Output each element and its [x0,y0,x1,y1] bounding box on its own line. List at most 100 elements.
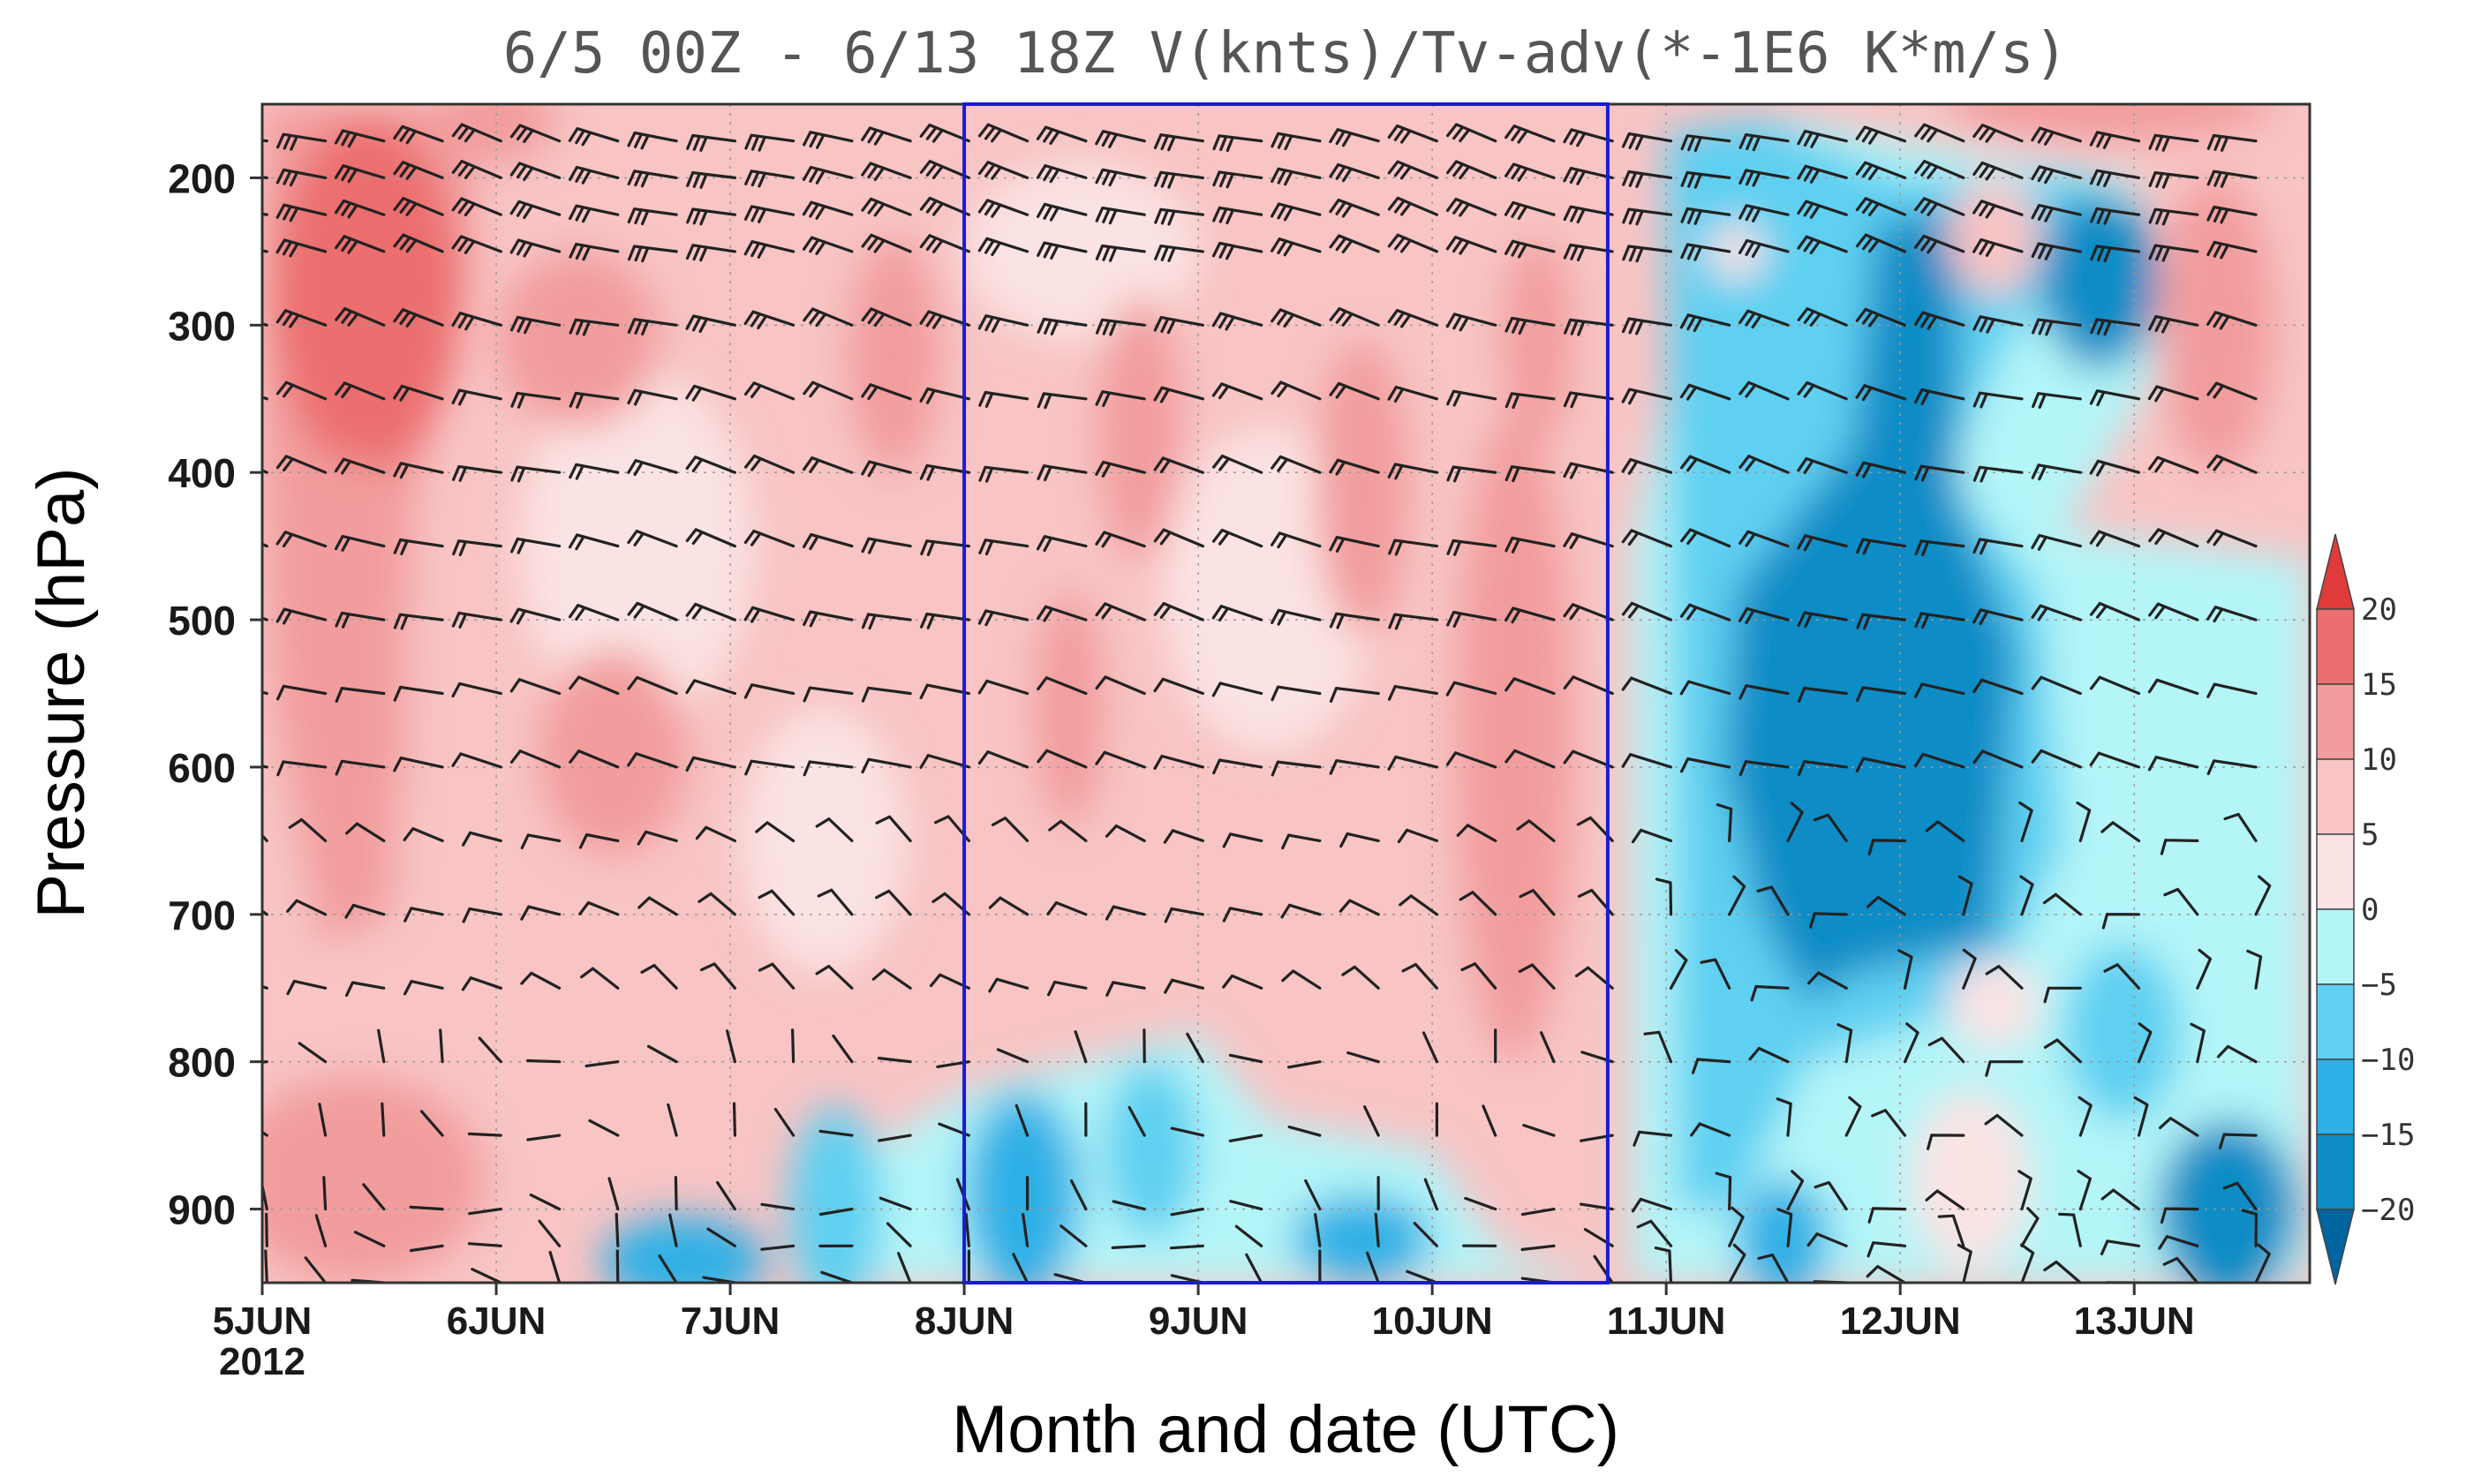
wind-barb [403,827,444,842]
wind-barb [2089,601,2141,621]
wind-barb [743,529,796,548]
wind-barb [1366,1251,1380,1283]
wind-barb [1855,757,1907,773]
wind-barb [468,1208,502,1216]
wind-barb [615,1249,620,1283]
wind-barb [2076,801,2092,842]
colorbar-label: 15 [2361,667,2397,703]
wind-barb [1112,1200,1146,1211]
wind-barb [674,1176,678,1211]
wind-barb [1564,318,1614,336]
wind-barb [334,534,386,552]
wind-barb [861,126,912,146]
wind-barb [1095,460,1146,478]
wind-barb [685,384,736,402]
wind-barb [1972,538,2024,555]
x-tick-label: 8JUN [915,1299,1014,1343]
wind-barb [627,752,678,769]
wind-barb [2148,315,2199,334]
wind-barb [1153,386,1204,403]
wind-barb [1691,1058,1731,1074]
y-tick-label: 900 [168,1187,236,1233]
positive-weak-area [1947,177,2041,296]
wind-barb [706,1227,736,1247]
positive-strong-area [1097,295,1182,561]
wind-barb [1211,605,1263,621]
wind-barb [393,161,444,180]
wind-barb [1738,238,1790,258]
wind-barb [1069,1179,1088,1211]
wind-barb [627,675,678,696]
wind-barb [344,903,386,919]
wind-barb [1957,875,1973,916]
wind-barb [1105,981,1146,997]
wind-barb [578,832,620,849]
wind-barb [2031,203,2082,222]
wind-barb [817,888,854,916]
wind-barb [1445,751,1497,769]
wind-barb [393,685,444,702]
y-axis-ticks: 200 300 400 500 600 700 800 900 [168,155,262,1233]
wind-barb [686,133,736,152]
wind-barb [1186,1032,1204,1064]
wind-barb [743,240,796,259]
wind-barb [1212,758,1263,775]
colorbar-label: 10 [2361,742,2397,778]
wind-barb [2148,244,2199,262]
wind-barb [803,131,854,149]
wind-barb [471,1268,502,1283]
wind-barb [1060,1224,1088,1247]
wind-barb [461,976,502,991]
wind-barb [509,162,562,181]
wind-barb [1413,1222,1438,1247]
wind-barb [919,124,970,143]
wind-barb [569,318,620,336]
x-tick-label: 6JUN [447,1299,547,1343]
wind-barb [820,1270,854,1283]
wind-barb [2043,1260,2082,1283]
wind-barb [919,463,970,481]
wind-barb [861,686,912,703]
wind-barb [744,133,796,152]
wind-barb [262,690,268,696]
wind-barb [1563,675,1614,696]
wind-barb [1738,684,1790,700]
wind-barb [977,679,1029,696]
wind-barb [977,123,1029,143]
wind-barb [978,390,1029,408]
wind-barb [685,756,736,772]
wind-barb [1621,529,1673,548]
wind-barb [2090,207,2141,225]
wind-barb [1871,1109,1907,1137]
wind-barb [1962,948,1977,990]
wind-barb [362,1183,386,1211]
wind-barb [1855,125,1907,145]
wind-barb [758,962,796,990]
wind-barb [334,199,386,219]
wind-barb [403,980,444,996]
positive-weak-area [1947,958,2041,1047]
wind-barb [1855,307,1907,328]
wind-barb [1037,749,1088,769]
wind-barb [335,235,386,254]
wind-barb [861,162,912,181]
wind-barb [265,1212,268,1247]
wind-barb [1914,388,1965,405]
wind-barb [640,963,678,990]
wind-barb [861,383,912,401]
wind-barb [1563,167,1614,185]
wind-barb [1154,170,1204,189]
wind-barb [1690,1122,1731,1137]
wind-barb [1937,1214,1965,1247]
wind-barb [861,197,912,217]
wind-barb [520,971,562,990]
wind-barb [744,759,796,776]
x-tick-label: 11JUN [1607,1299,1726,1343]
wind-barb [509,315,562,335]
wind-barb [262,542,268,548]
wind-barb [1329,458,1380,476]
negative-strong-area [1292,1194,1433,1283]
wind-barb [2101,913,2141,930]
wind-barb [335,759,386,776]
wind-barb [377,1028,386,1064]
